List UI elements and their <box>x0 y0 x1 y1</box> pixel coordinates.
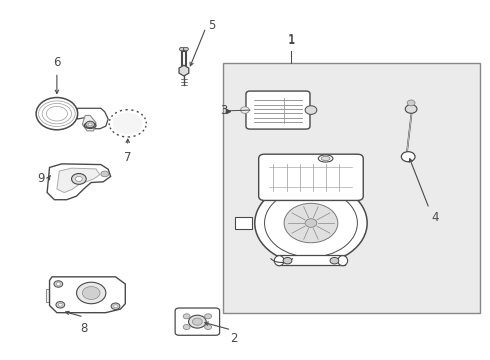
Circle shape <box>56 302 65 308</box>
Circle shape <box>265 189 357 257</box>
Text: 7: 7 <box>124 151 131 164</box>
Text: 3: 3 <box>220 104 228 117</box>
Text: 5: 5 <box>208 19 216 32</box>
FancyBboxPatch shape <box>246 91 310 129</box>
Circle shape <box>183 47 188 51</box>
Circle shape <box>305 219 317 227</box>
Bar <box>46 289 51 302</box>
Circle shape <box>241 107 249 113</box>
Circle shape <box>82 287 100 300</box>
Ellipse shape <box>274 256 284 266</box>
Circle shape <box>88 123 92 126</box>
Circle shape <box>183 314 190 319</box>
Text: 8: 8 <box>80 322 87 336</box>
Polygon shape <box>77 108 108 129</box>
Polygon shape <box>49 277 125 313</box>
Circle shape <box>113 113 143 134</box>
Text: 4: 4 <box>432 211 439 224</box>
Circle shape <box>193 318 202 325</box>
Text: 9: 9 <box>37 172 45 185</box>
Circle shape <box>58 303 62 306</box>
Circle shape <box>75 176 82 181</box>
Circle shape <box>72 174 86 184</box>
Polygon shape <box>82 116 96 131</box>
Ellipse shape <box>318 155 333 162</box>
Text: 1: 1 <box>288 34 295 47</box>
Circle shape <box>54 281 63 287</box>
Polygon shape <box>235 217 252 229</box>
Circle shape <box>330 257 339 264</box>
Bar <box>277 255 345 265</box>
Polygon shape <box>57 168 100 193</box>
Ellipse shape <box>84 123 96 129</box>
Circle shape <box>283 257 292 264</box>
Circle shape <box>205 324 212 329</box>
Text: 6: 6 <box>53 56 61 69</box>
FancyBboxPatch shape <box>175 308 220 335</box>
Circle shape <box>56 283 60 285</box>
Ellipse shape <box>338 256 347 266</box>
Circle shape <box>76 282 106 304</box>
Circle shape <box>205 314 212 319</box>
Circle shape <box>183 324 190 329</box>
Ellipse shape <box>36 98 77 130</box>
Polygon shape <box>47 164 111 200</box>
Ellipse shape <box>321 156 330 161</box>
Bar <box>223 63 480 313</box>
Polygon shape <box>179 65 189 76</box>
Circle shape <box>284 203 338 243</box>
Circle shape <box>179 47 184 51</box>
FancyBboxPatch shape <box>259 154 363 201</box>
Circle shape <box>86 121 95 128</box>
Circle shape <box>401 152 415 162</box>
Circle shape <box>407 100 415 106</box>
Circle shape <box>255 182 367 264</box>
Text: 2: 2 <box>230 332 238 345</box>
Circle shape <box>405 105 417 113</box>
Text: 1: 1 <box>288 32 295 45</box>
Circle shape <box>111 303 120 310</box>
Circle shape <box>189 315 206 328</box>
Circle shape <box>305 106 317 114</box>
Circle shape <box>114 305 118 308</box>
Circle shape <box>101 171 109 177</box>
